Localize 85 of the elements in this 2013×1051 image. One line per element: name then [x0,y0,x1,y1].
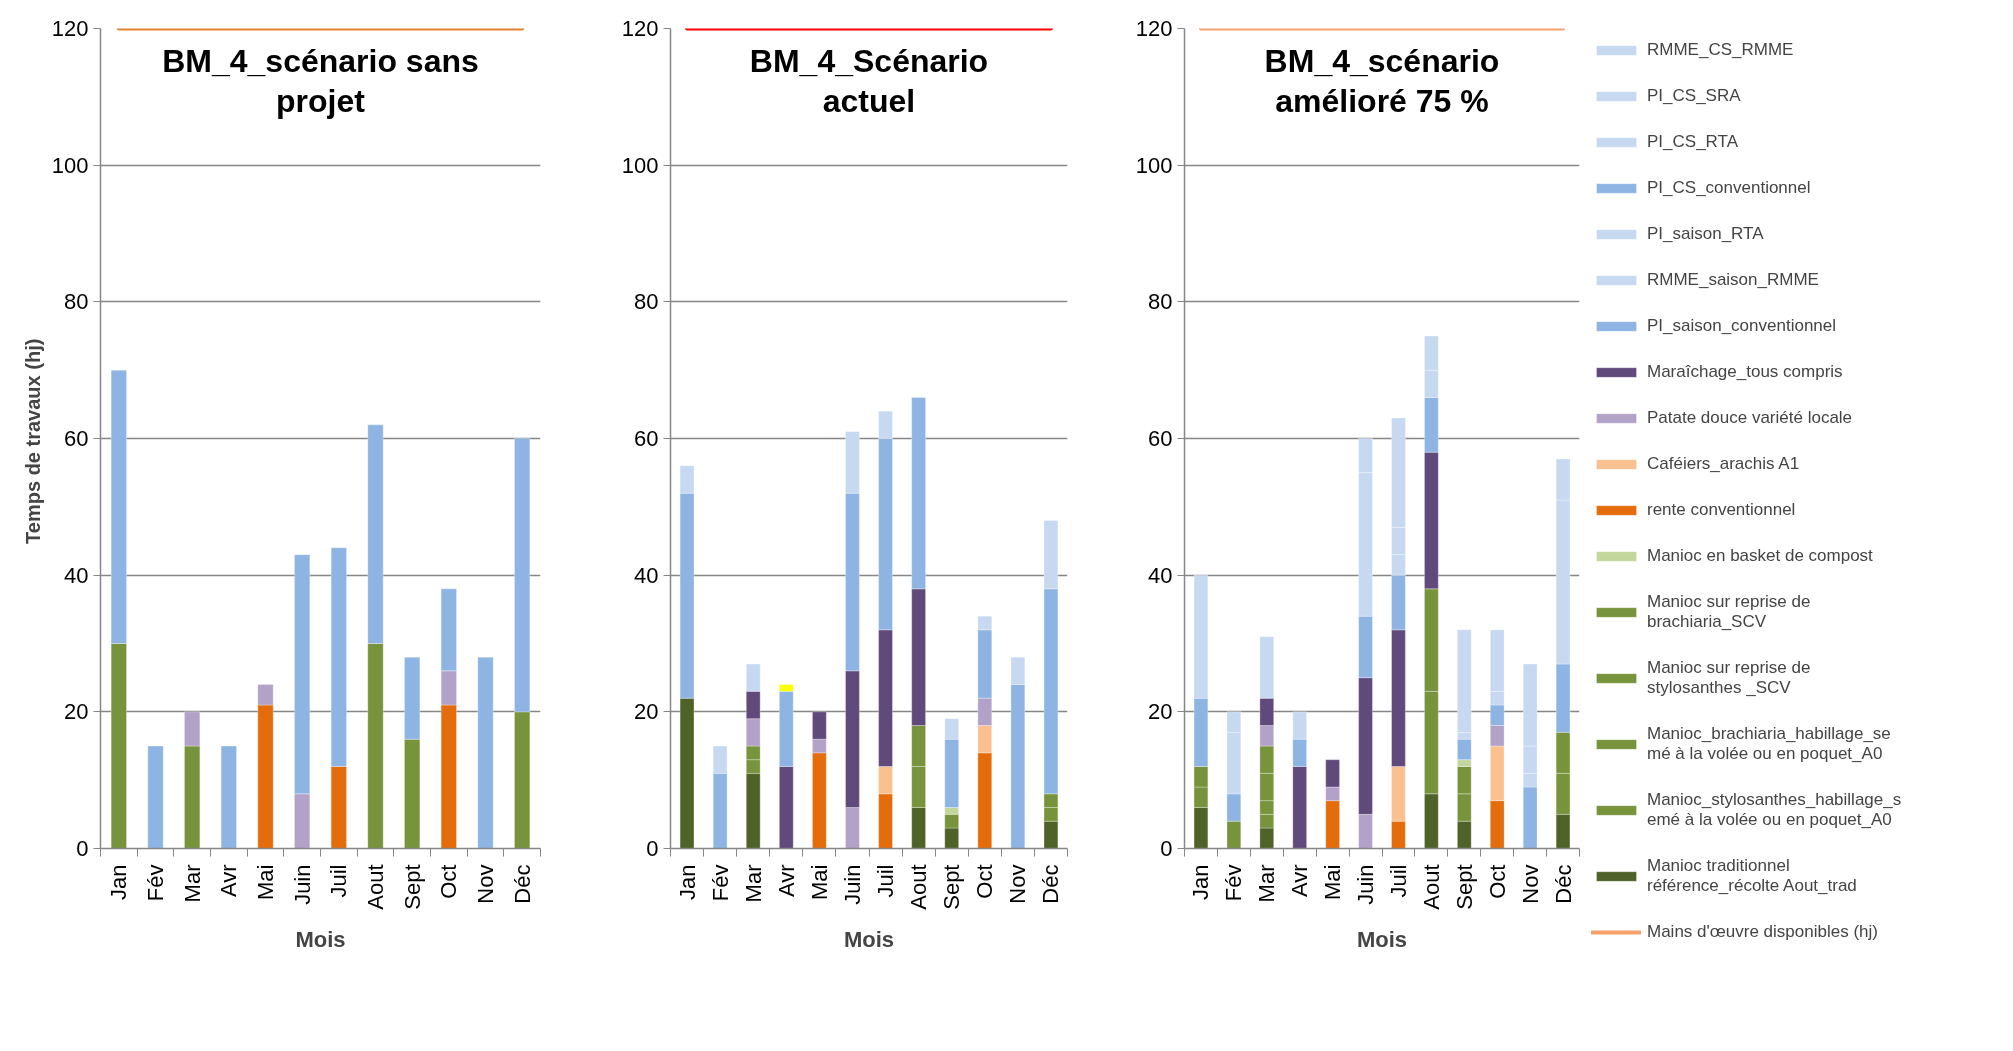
y-tick-label: 0 [76,836,89,861]
y-tick-label: 80 [634,289,659,315]
y-tick-label: 20 [1148,699,1173,725]
y-tick-label: 60 [64,426,89,451]
legend-label: Mains d'œuvre disponibles (hj) [1647,922,1878,942]
bar [477,656,494,849]
legend-label: Manioc sur reprise de stylosanthes _SCV [1647,658,1811,698]
x-tick-label: Fév [143,864,168,902]
y-tick-label: 60 [1148,426,1173,451]
legend-label: Patate douce variété locale [1647,408,1853,428]
bar [147,745,164,849]
legend-label: Manioc traditionnel référence_récolte Aout_trad [1647,856,1857,896]
legend-label: rente conventionnel [1647,500,1796,520]
x-tick-label: Mar [1254,864,1280,903]
x-tick-label: Sept [1451,864,1477,910]
y-tick-label: 20 [634,699,659,725]
y-tick-label: 100 [1135,152,1173,178]
legend-label: PI_CS_SRA [1647,86,1741,106]
x-tick-label: Nov [1005,864,1031,904]
y-tick-label: 0 [646,836,659,861]
legend-label: Maraîchage_tous compris [1647,362,1843,382]
x-tick-label: Nov [473,864,498,904]
x-axis-title: Mois [1356,926,1408,952]
x-tick-label: Sept [939,864,965,910]
legend-label: PI_saison_RTA [1647,224,1764,244]
legend-label: PI_saison_conventionnel [1647,316,1837,336]
text: BM_4_scénario amélioré 75 % [1264,42,1500,119]
x-tick-label: Juin [1353,864,1379,905]
x-tick-label: Déc [1038,864,1064,904]
y-tick-label: 20 [64,699,89,725]
legend-label: RMME_saison_RMME [1647,270,1819,290]
y-tick-label: 40 [64,562,89,588]
y-tick-label: 120 [621,16,659,41]
x-tick-label: Juil [1385,864,1411,898]
x-tick-label: Nov [1517,864,1543,904]
x-tick-label: Oct [1484,864,1510,899]
x-tick-label: Mai [806,864,832,900]
x-tick-label: Juil [326,864,352,898]
y-tick-label: 0 [1160,836,1173,861]
text: BM_4_scénario sans projet [162,42,479,119]
y-axis-title: Temps de travaux (hj) [21,338,44,544]
legend-label: Manioc en basket de compost [1647,546,1873,566]
y-tick-label: 40 [1148,562,1173,588]
x-tick-label: Fév [707,864,733,902]
y-tick-label: 40 [634,562,659,588]
y-tick-label: 80 [1148,289,1173,315]
legend-label: Manioc_brachiaria_habillage_semé à la volée ou en poquet_A0 [1647,724,1891,764]
x-axis-title: Mois [295,926,346,952]
x-axis-title: Mois [843,926,895,952]
x-tick-label: Avr [773,864,799,898]
y-tick-label: 80 [64,289,89,315]
x-tick-label: Juil [873,864,899,898]
x-tick-label: Aout [363,864,388,910]
x-tick-label: Déc [509,864,535,904]
legend-label: RMME_CS_RMME [1647,40,1794,60]
x-tick-label: Mar [740,864,766,903]
x-tick-label: Oct [436,864,462,899]
legend-label: Manioc sur reprise de brachiaria_SCV [1647,592,1811,632]
text: BM_4_Scénario actuel [749,42,989,119]
legend-label: PI_CS_RTA [1647,132,1739,152]
y-tick-label: 120 [1135,16,1173,41]
x-tick-label: Avr [1287,864,1313,898]
legend-label: Caféiers_arachis A1 [1647,454,1800,474]
legend-label: Manioc_stylosanthes_habillage_semé à la volée ou en poquet_A0 [1647,790,1902,830]
x-tick-label: Oct [972,864,998,899]
x-tick-label: Jan [106,864,132,900]
x-tick-label: Jan [1188,864,1214,900]
x-tick-label: Juin [289,864,315,905]
x-tick-label: Déc [1550,864,1576,904]
x-tick-label: Sept [399,864,425,910]
y-tick-label: 100 [51,152,89,178]
x-tick-label: Avr [216,864,242,898]
x-tick-label: Mai [253,864,278,900]
x-tick-label: Aout [906,864,932,910]
bar [220,745,237,849]
x-tick-label: Fév [1221,864,1247,902]
x-tick-label: Mai [1320,864,1346,900]
x-tick-label: Jan [674,864,700,900]
legend-label: PI_CS_conventionnel [1647,178,1811,198]
x-tick-label: Juin [839,864,865,905]
y-tick-label: 60 [634,426,659,451]
x-tick-label: Aout [1418,864,1444,910]
y-tick-label: 120 [51,16,89,41]
y-tick-label: 100 [621,152,659,178]
x-tick-label: Mar [179,864,205,903]
